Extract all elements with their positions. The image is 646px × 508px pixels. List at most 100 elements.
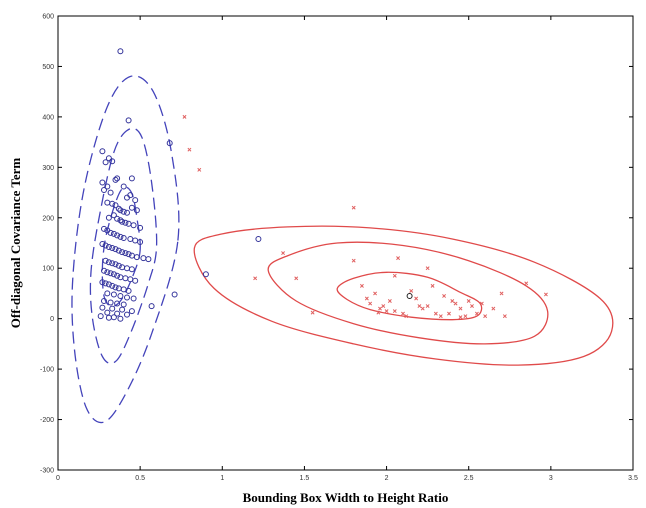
data-point-circle: [109, 305, 116, 312]
data-point-circle: [127, 236, 134, 242]
data-point-circle: [117, 48, 124, 55]
data-point-circle: [124, 311, 130, 318]
data-point-circle: [148, 303, 155, 310]
data-point-circle: [137, 224, 144, 231]
data-point-circle: [115, 247, 122, 254]
data-point-cross: [524, 281, 529, 286]
data-point-cross: [483, 314, 488, 319]
data-point-circle: [102, 257, 109, 264]
data-point-circle: [99, 241, 106, 247]
data-point-circle: [104, 290, 111, 297]
data-point-circle: [104, 269, 111, 276]
plot-frame: [57, 15, 634, 471]
data-point-cross: [351, 205, 356, 210]
data-point-circle: [112, 284, 119, 291]
y-tick-label: 500: [42, 64, 54, 71]
data-point-circle: [102, 159, 109, 166]
data-point-cross: [253, 276, 258, 281]
data-point-circle: [127, 276, 134, 283]
x-tick-label: 2: [385, 475, 389, 482]
data-point-cross: [401, 311, 405, 316]
data-point-circle: [124, 294, 130, 301]
x-tick-label: 3.5: [628, 475, 638, 482]
y-tick-label: 200: [42, 215, 54, 222]
data-point-cross: [378, 306, 382, 311]
data-point-cross: [294, 276, 299, 281]
data-point-cross: [384, 309, 389, 314]
data-point-circle: [112, 202, 119, 209]
data-point-circle: [114, 215, 121, 222]
data-point-circle: [119, 218, 126, 225]
y-tick-label: 600: [42, 14, 54, 21]
data-point-circle: [406, 293, 413, 299]
y-tick-label: -300: [40, 468, 54, 475]
data-point-circle: [125, 220, 132, 227]
y-axis-ticks: -300 -200 -100 0 100 200 300 400 500 600: [40, 14, 633, 475]
data-point-circle: [101, 267, 107, 274]
data-point-circle: [171, 291, 178, 298]
data-point-circle: [105, 259, 112, 266]
data-point-circle: [104, 183, 111, 190]
data-point-cross: [458, 306, 463, 311]
data-point-cross: [381, 304, 386, 309]
data-point-cross: [364, 296, 369, 301]
x-tick-label: 3: [549, 475, 553, 482]
data-point-circle: [115, 262, 122, 269]
data-point-circle: [122, 219, 129, 226]
data-point-cross: [470, 304, 474, 309]
x-tick-label: 0: [56, 475, 60, 482]
ellipse-layer: [71, 75, 614, 424]
data-point-cross: [376, 310, 381, 315]
data-point-circle: [128, 308, 135, 315]
data-point-cross: [187, 147, 192, 152]
data-point-cross: [409, 288, 414, 293]
data-point-circle: [102, 280, 109, 287]
data-point-circle: [110, 212, 117, 219]
data-point-circle: [101, 187, 107, 193]
x-tick-label: 0.5: [135, 475, 145, 482]
data-point-cross: [479, 301, 484, 306]
blue-ellipse-3: [71, 75, 180, 424]
points-layer: [97, 48, 548, 322]
data-point-circle: [132, 277, 139, 284]
data-point-circle: [109, 245, 116, 251]
data-point-circle: [122, 275, 129, 282]
data-point-circle: [110, 291, 117, 298]
data-point-circle: [104, 309, 111, 316]
data-point-cross: [392, 309, 397, 314]
data-point-circle: [117, 217, 124, 224]
x-axis-ticks: 0 0.5 1 1.5 2 2.5 3 3.5: [56, 16, 638, 482]
data-point-cross: [373, 291, 378, 296]
data-point-circle: [104, 199, 111, 206]
data-point-cross: [392, 273, 397, 278]
red-ellipse-1: [336, 271, 483, 321]
blue-ellipse-2: [89, 127, 158, 365]
data-point-cross: [491, 306, 496, 311]
data-point-circle: [107, 270, 114, 277]
data-point-cross: [438, 314, 443, 319]
data-point-circle: [99, 179, 106, 186]
data-point-circle: [105, 314, 112, 321]
data-point-circle: [105, 155, 112, 162]
data-point-cross: [404, 314, 409, 319]
data-point-circle: [105, 244, 112, 250]
data-point-circle: [117, 207, 124, 214]
data-point-cross: [182, 114, 187, 119]
x-tick-label: 1.5: [300, 475, 310, 482]
y-tick-label: 100: [42, 266, 54, 273]
data-point-circle: [114, 272, 121, 279]
data-point-cross: [442, 294, 447, 298]
data-point-cross: [453, 301, 458, 306]
data-point-circle: [120, 286, 127, 293]
data-point-cross: [499, 291, 504, 296]
data-point-circle: [115, 285, 122, 292]
data-point-cross: [368, 301, 373, 306]
data-point-cross: [466, 299, 471, 303]
data-point-cross: [197, 167, 202, 172]
data-point-circle: [114, 175, 121, 182]
x-tick-label: 2.5: [464, 475, 474, 482]
data-point-circle: [127, 192, 134, 199]
data-point-cross: [310, 310, 315, 315]
data-point-circle: [128, 204, 135, 211]
data-point-circle: [117, 315, 124, 322]
